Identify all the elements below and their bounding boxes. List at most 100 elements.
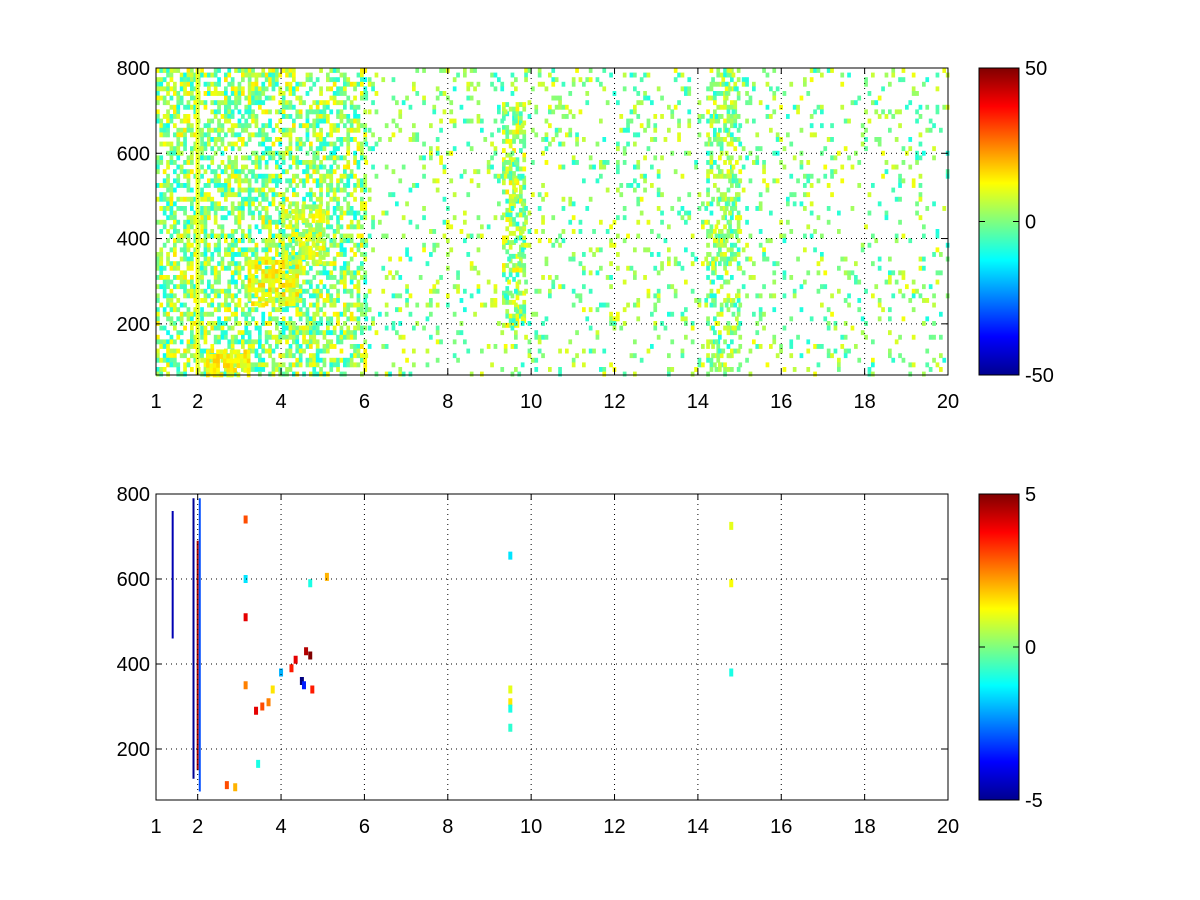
heatmap-cell [292, 265, 296, 271]
heatmap-cell [261, 273, 265, 279]
heatmap-cell [508, 171, 513, 176]
heatmap-cell [687, 123, 692, 129]
heatmap-cell [309, 141, 313, 147]
heatmap-cell [264, 265, 269, 271]
heatmap-cell [234, 261, 238, 267]
heatmap-cell [626, 118, 630, 124]
heatmap-cell [220, 150, 225, 156]
heatmap-cell [534, 357, 539, 363]
heatmap-cell [301, 218, 306, 224]
heatmap-cell [571, 77, 576, 83]
heatmap-cell [207, 311, 211, 317]
heatmap-cell [315, 245, 319, 251]
heatmap-cell [247, 210, 252, 216]
heatmap-cell [237, 201, 242, 207]
heatmap-cell [363, 348, 368, 354]
heatmap-cell [186, 77, 191, 83]
heatmap-cell [254, 259, 259, 265]
heatmap-cell [234, 316, 238, 322]
heatmap-cell [752, 86, 756, 92]
heatmap-cell [213, 81, 218, 87]
heatmap-cell [302, 123, 306, 129]
heatmap-cell [206, 358, 210, 364]
heatmap-cell [186, 215, 191, 221]
heatmap-cell [820, 72, 824, 78]
heatmap-cell [305, 114, 310, 119]
heatmap-cell [367, 77, 372, 83]
heatmap-cell [762, 252, 766, 257]
heatmap-cell [512, 253, 516, 259]
heatmap-cell [292, 127, 296, 133]
heatmap-cell [281, 150, 286, 156]
heatmap-cell [439, 339, 443, 345]
heatmap-cell [571, 256, 576, 262]
heatmap-cell [190, 353, 194, 359]
heatmap-cell [371, 215, 375, 221]
heatmap-cell [422, 100, 426, 106]
heatmap-cell [275, 137, 279, 142]
heatmap-cell [575, 353, 579, 359]
heatmap-cell [840, 72, 845, 78]
heatmap-cell [480, 348, 484, 354]
heatmap-cell [911, 279, 916, 285]
x-tick-label: 2 [192, 391, 203, 413]
heatmap-cell [605, 160, 610, 165]
heatmap-cell [173, 293, 177, 299]
heatmap-cell [247, 282, 252, 288]
heatmap-cell [339, 137, 344, 142]
heatmap-cell [713, 316, 717, 322]
heatmap-cell [292, 155, 296, 161]
heatmap-cell [452, 86, 457, 92]
heatmap-cell [217, 293, 221, 299]
heatmap-cell [305, 362, 310, 368]
heatmap-cell [213, 275, 218, 280]
heatmap-cell [285, 367, 289, 372]
heatmap-cell [490, 141, 494, 147]
heatmap-cell [264, 160, 269, 165]
heatmap-cell [942, 357, 947, 363]
heatmap-cell [864, 127, 868, 133]
heatmap-cell [169, 279, 174, 285]
heatmap-cell [179, 196, 184, 202]
heatmap-cell [730, 348, 734, 354]
heatmap-cell [752, 160, 756, 165]
heatmap-cell [220, 100, 225, 106]
heatmap-cell [346, 164, 351, 170]
heatmap-cell [724, 201, 729, 207]
heatmap-cell [935, 86, 940, 92]
heatmap-cell [670, 150, 675, 156]
heatmap-cell [736, 247, 741, 253]
heatmap-cell [726, 229, 731, 234]
heatmap-cell [490, 362, 494, 368]
heatmap-cell [217, 321, 221, 326]
heatmap-cell [473, 68, 477, 73]
heatmap-cell [758, 206, 763, 211]
heatmap-cell [329, 330, 334, 336]
heatmap-cell [190, 367, 194, 372]
heatmap-cell [429, 334, 433, 340]
heatmap-cell [360, 224, 364, 230]
heatmap-cell [326, 77, 330, 83]
heatmap-cell [234, 132, 238, 138]
heatmap-cell [190, 95, 194, 101]
heatmap-cell [217, 224, 221, 230]
heatmap-cell [660, 95, 664, 101]
heatmap-cell [217, 307, 221, 313]
heatmap-cell [391, 132, 396, 138]
heatmap-cell [551, 68, 556, 73]
heatmap-cell [322, 330, 327, 336]
heatmap-cell [508, 685, 513, 694]
heatmap-cell [285, 86, 289, 92]
heatmap-cell [176, 100, 181, 106]
heatmap-cell [367, 109, 372, 115]
heatmap-cell [360, 311, 364, 317]
heatmap-cell [401, 215, 406, 221]
heatmap-cell [709, 68, 714, 73]
heatmap-cell [429, 155, 433, 161]
heatmap-cell [843, 348, 848, 354]
heatmap-cell [166, 348, 170, 354]
heatmap-cell [309, 284, 313, 290]
heatmap-cell [162, 353, 167, 359]
heatmap-cell [429, 252, 433, 257]
heatmap-cell [258, 229, 262, 234]
